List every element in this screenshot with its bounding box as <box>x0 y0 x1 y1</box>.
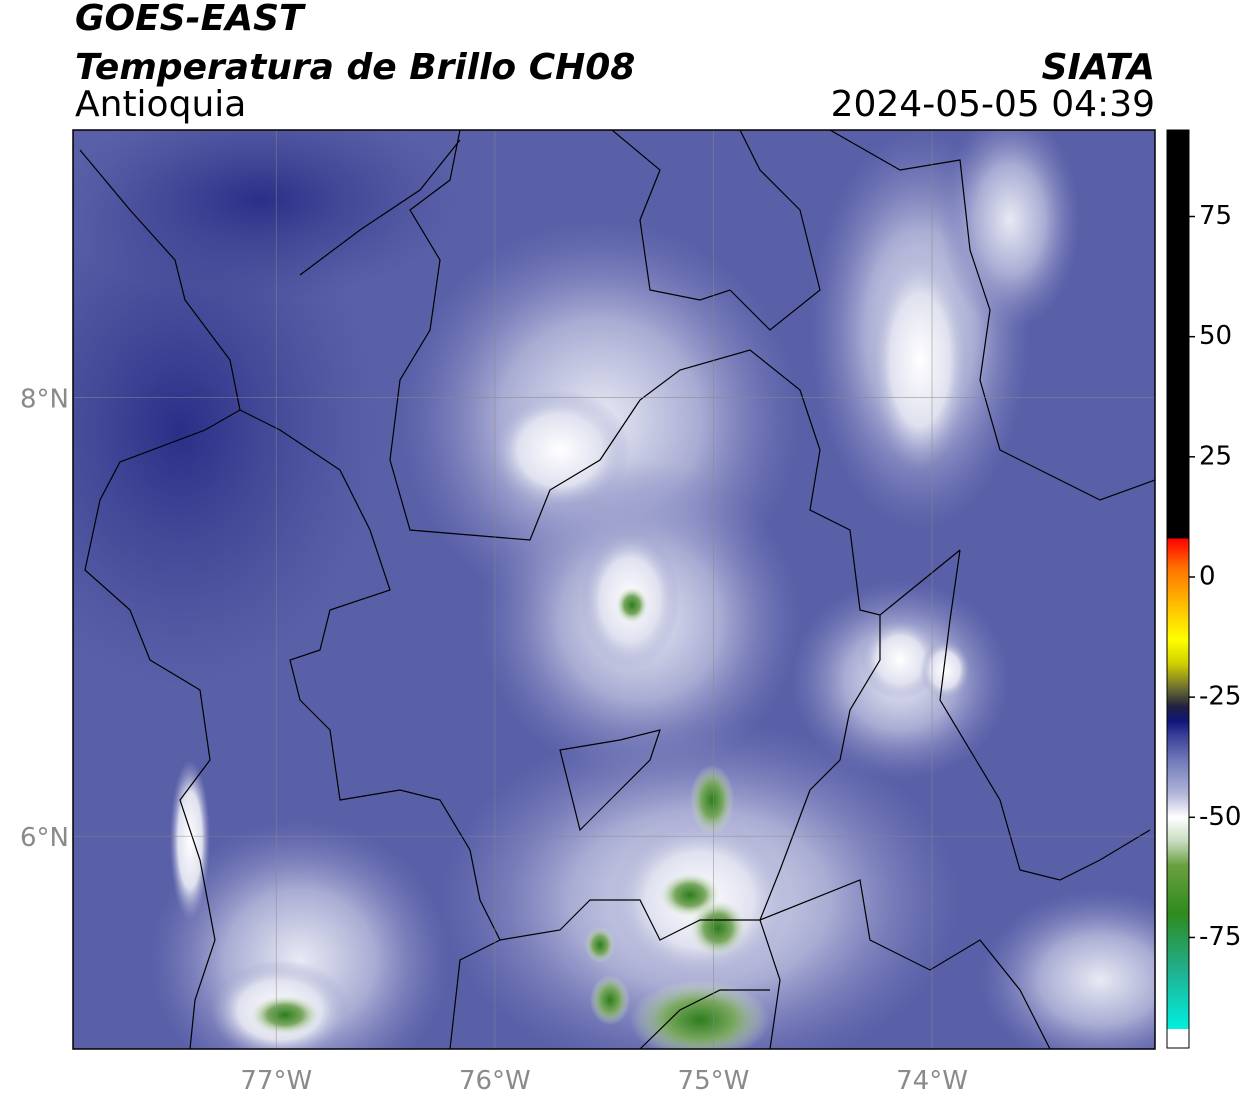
grid <box>73 130 1155 1049</box>
datetime: 2024-05-05 04:39 <box>831 84 1155 125</box>
source: SIATA <box>1042 47 1155 88</box>
x-tick-label: 75°W <box>678 1066 750 1096</box>
colorbar-tick-label: -25 <box>1199 682 1241 712</box>
colorbar-tick-label: 25 <box>1199 441 1232 471</box>
title: GOES-EAST <box>75 0 306 39</box>
colorbar-tick-label: 75 <box>1199 201 1232 231</box>
subtitle: Temperatura de Brillo CH08 <box>75 47 635 88</box>
colorbar-tick-label: 0 <box>1199 561 1216 591</box>
colorbar-tick-label: -75 <box>1199 922 1241 952</box>
colorbar-tick-label: 50 <box>1199 321 1232 351</box>
y-tick-label: 6°N <box>20 823 69 853</box>
y-tick-label: 8°N <box>20 385 69 415</box>
region: Antioquia <box>75 84 246 125</box>
satellite-image <box>73 130 1155 1049</box>
x-tick-label: 77°W <box>240 1066 312 1096</box>
x-tick-label: 76°W <box>459 1066 531 1096</box>
x-tick-label: 74°W <box>896 1066 968 1096</box>
colorbar-fill <box>1166 129 1190 1049</box>
borders <box>79 130 1155 1049</box>
map-frame <box>72 129 1156 1050</box>
colorbar: -75 -50 -25 0 25 50 75 <box>1166 129 1241 1049</box>
colorbar-tick-label: -50 <box>1199 802 1241 832</box>
